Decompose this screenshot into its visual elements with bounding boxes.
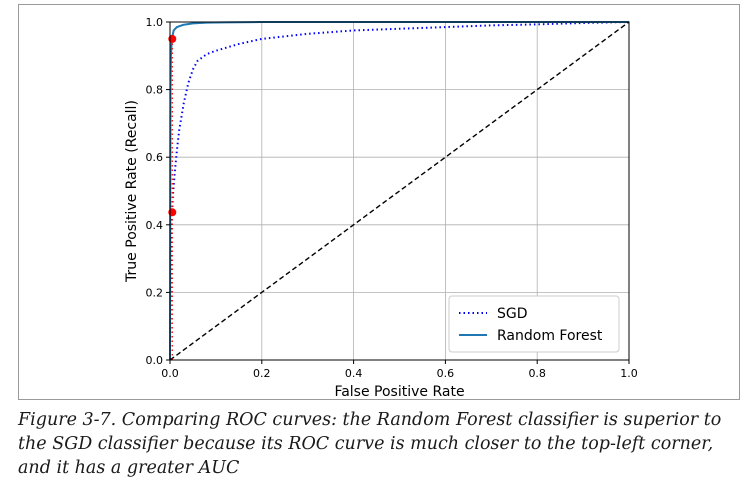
y-tick-label: 1.0 <box>146 16 164 29</box>
x-tick-label: 1.0 <box>620 367 638 380</box>
x-tick-label: 0.2 <box>253 367 271 380</box>
x-tick-label: 0.4 <box>345 367 363 380</box>
roc-chart: 0.0 0.2 0.4 0.6 0.8 1.0 0.0 0.2 0.4 0.6 0.8 1.0 Fal… <box>124 16 638 399</box>
figure-caption: Figure 3-7. Comparing ROC curves: the Ra… <box>18 410 722 478</box>
y-axis-title: True Positive Rate (Recall) <box>124 100 140 283</box>
y-tick-label: 0.4 <box>146 219 164 232</box>
ticks: 0.0 0.2 0.4 0.6 0.8 1.0 0.0 0.2 0.4 0.6 0.8 1.0 <box>146 16 638 380</box>
x-tick-label: 0.8 <box>528 367 546 380</box>
legend-box <box>448 295 620 353</box>
legend-label-random-forest: Random Forest <box>497 328 603 344</box>
x-axis-title: False Positive Rate <box>334 384 464 399</box>
threshold-marker <box>168 208 177 217</box>
plot-area <box>169 21 630 361</box>
x-tick-label: 0.6 <box>437 367 455 380</box>
y-tick-label: 0.8 <box>146 84 164 97</box>
y-tick-label: 0.0 <box>146 354 164 367</box>
threshold-marker <box>168 34 177 43</box>
x-tick-label: 0.0 <box>161 367 179 380</box>
y-tick-label: 0.6 <box>146 151 164 164</box>
legend: SGD Random Forest <box>448 295 620 353</box>
legend-label-sgd: SGD <box>497 306 528 322</box>
y-tick-label: 0.2 <box>146 286 164 299</box>
figure-frame: 0.0 0.2 0.4 0.6 0.8 1.0 0.0 0.2 0.4 0.6 0.8 1.0 Fal… <box>18 4 740 400</box>
diagonal-reference-line <box>169 21 630 361</box>
